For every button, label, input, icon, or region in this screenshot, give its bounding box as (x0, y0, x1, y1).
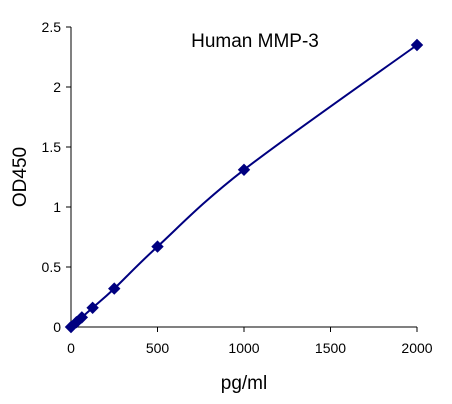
series-curve (70, 44, 418, 328)
data-markers (64, 38, 424, 334)
data-point (108, 282, 121, 295)
x-tick-label: 1000 (228, 340, 259, 356)
x-tick-label: 0 (67, 340, 75, 356)
y-axis-label: OD450 (10, 147, 31, 207)
y-tick-label: 2.5 (42, 19, 62, 35)
x-tick-label: 500 (146, 340, 170, 356)
x-ticks: 0 500 1000 1500 2000 (67, 327, 433, 356)
data-point (410, 38, 424, 52)
x-tick-label: 1500 (315, 340, 346, 356)
data-point (75, 311, 89, 324)
x-axis-label: pg/ml (221, 373, 267, 394)
chart-title: Human MMP-3 (191, 31, 319, 52)
data-point (237, 163, 251, 177)
y-ticks: 0 0.5 1 1.5 2 2.5 (42, 19, 71, 335)
y-tick-label: 1.5 (42, 139, 62, 155)
y-tick-label: 1 (53, 199, 61, 215)
data-point (86, 301, 99, 315)
y-tick-label: 0 (53, 319, 61, 335)
y-tick-label: 2 (53, 79, 61, 95)
axes (70, 27, 417, 328)
data-point (151, 240, 164, 253)
y-tick-label: 0.5 (42, 259, 62, 275)
x-tick-label: 2000 (401, 340, 432, 356)
